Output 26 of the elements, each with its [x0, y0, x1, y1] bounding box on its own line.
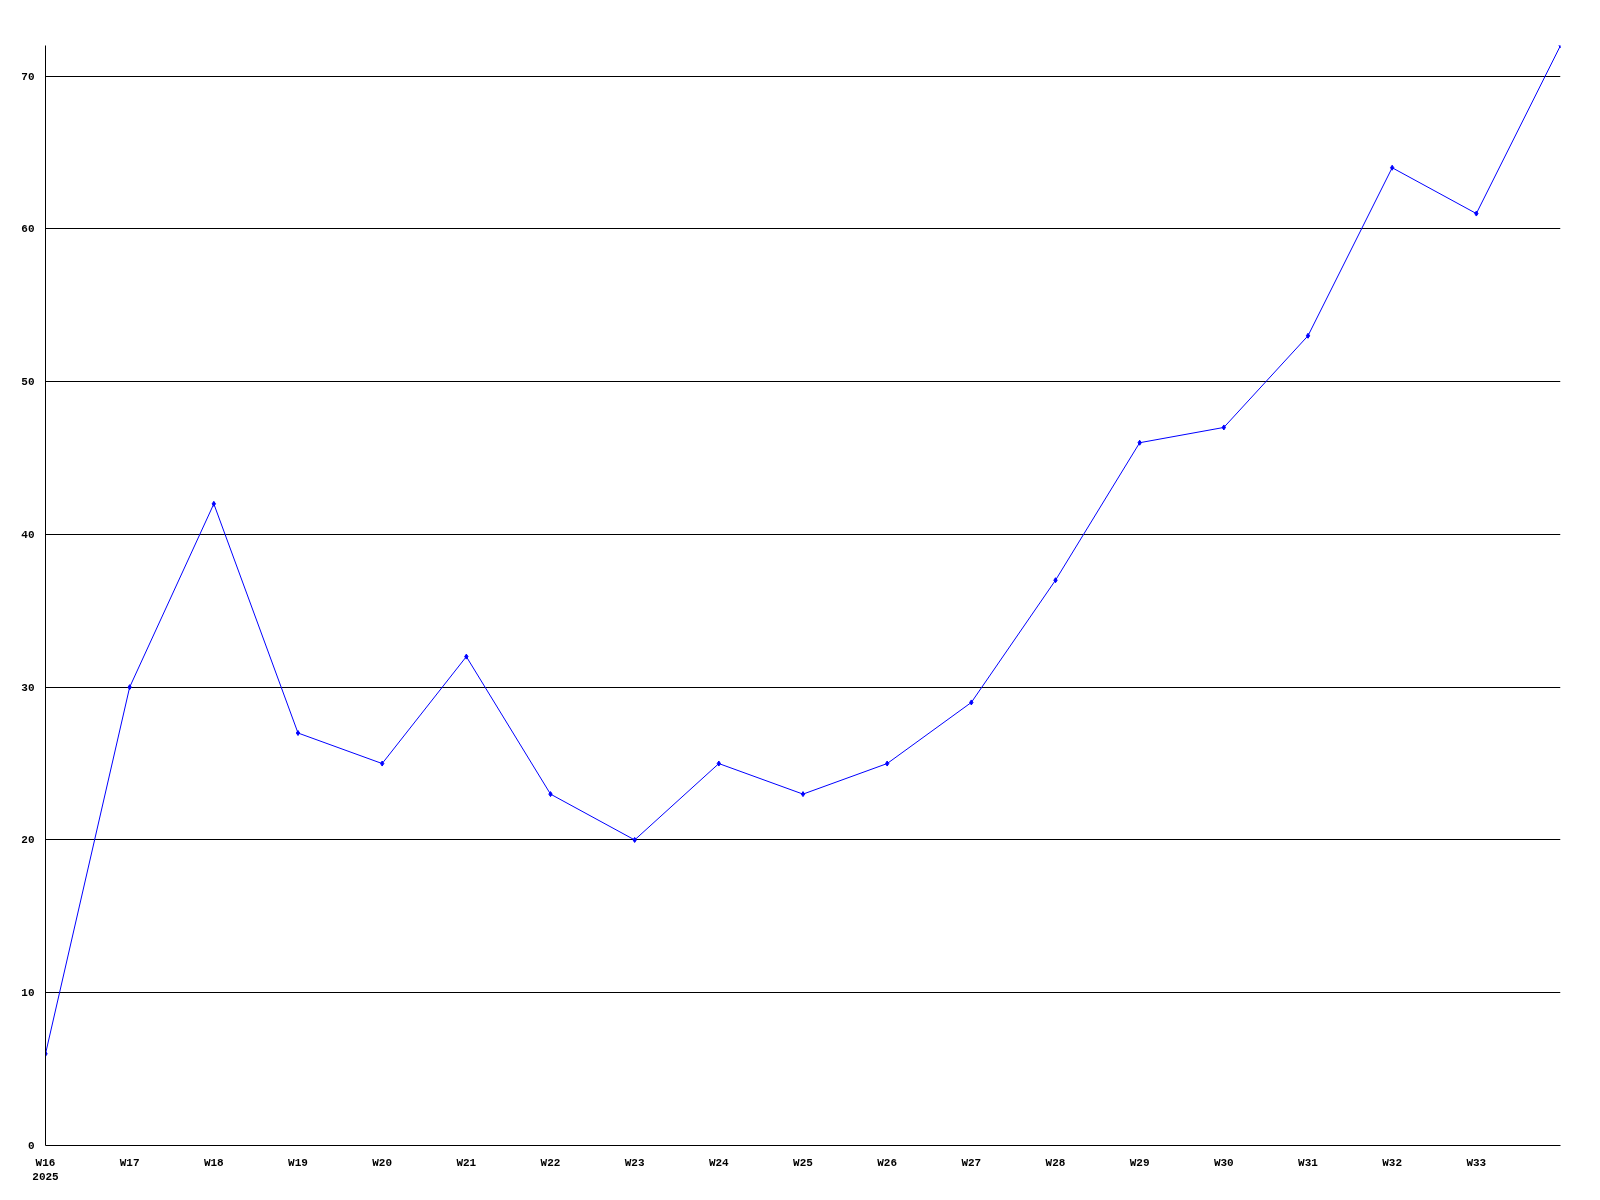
x-tick-label: W19	[288, 1156, 308, 1169]
x-tick-label: W32	[1382, 1156, 1403, 1169]
x-tick-label: W21	[456, 1156, 477, 1169]
y-tick-label: 50	[21, 376, 35, 389]
x-tick-label: W31	[1298, 1156, 1319, 1169]
x-tick-label: W17	[119, 1156, 140, 1169]
x-tick-label: W25	[793, 1156, 814, 1169]
y-tick-label: 0	[27, 1140, 35, 1152]
x-tick-label: W18	[203, 1156, 225, 1169]
y-tick-label: 20	[21, 834, 35, 847]
x-tick-label: W28	[1045, 1156, 1066, 1169]
y-tick-label: 10	[21, 987, 35, 1000]
y-tick-label: 30	[21, 681, 35, 694]
x-tick-label: W30	[1213, 1156, 1234, 1169]
y-tick-label: 70	[21, 70, 35, 83]
y-tick-label: 40	[21, 528, 35, 541]
x-tick-label: W23	[624, 1156, 645, 1169]
x-tick-label: W22	[540, 1156, 561, 1169]
y-tick-label: 60	[21, 223, 35, 236]
x-tick-label: W33	[1466, 1156, 1487, 1169]
x-tick-label: W24	[708, 1156, 730, 1169]
x-tick-label: W20	[372, 1156, 393, 1169]
x-tick-label: W16 2025	[32, 1156, 60, 1183]
x-tick-label: W26	[877, 1156, 898, 1169]
x-tick-label: W29	[1129, 1156, 1150, 1169]
x-tick-label: W27	[961, 1156, 982, 1169]
